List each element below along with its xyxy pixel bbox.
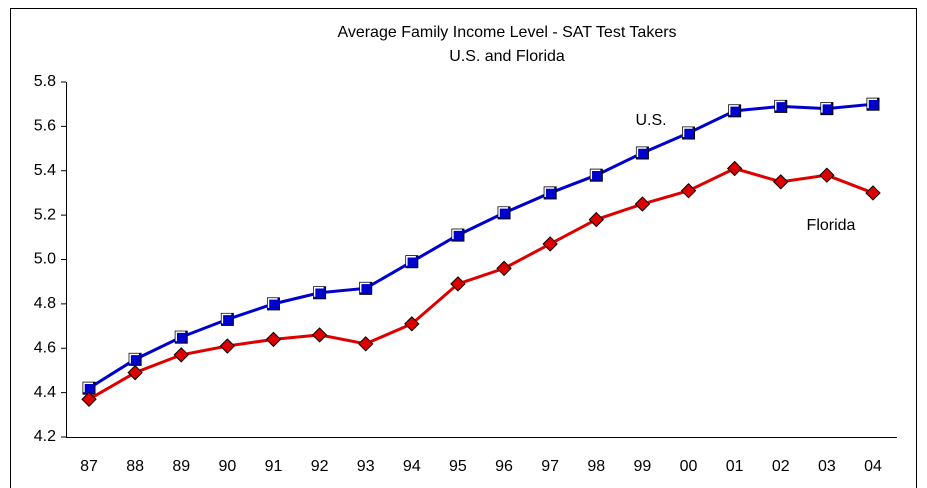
marker: [405, 255, 419, 269]
marker: [496, 260, 512, 277]
marker: [542, 236, 558, 252]
x-tick-label: 94: [403, 458, 421, 475]
marker: [450, 276, 466, 292]
marker: [774, 99, 788, 113]
chart-title: Average Family Income Level - SAT Test T…: [337, 24, 676, 41]
marker-highlight: [83, 382, 93, 393]
marker: [866, 97, 880, 111]
marker: [728, 104, 742, 118]
marker-highlight: [129, 353, 140, 364]
x-tick-label: 04: [864, 458, 882, 475]
x-tick-label: 98: [587, 458, 605, 475]
x-tick-label: 99: [634, 458, 652, 475]
marker: [173, 347, 189, 363]
series-line: [88, 102, 874, 390]
x-tick-label: 00: [680, 458, 698, 475]
marker: [589, 168, 603, 182]
x-tick-label: 03: [818, 458, 836, 475]
marker: [127, 364, 143, 381]
series-line: [88, 166, 874, 401]
marker-highlight: [682, 127, 693, 138]
marker: [680, 183, 697, 199]
chart-subtitle: U.S. and Florida: [449, 48, 565, 65]
marker: [682, 126, 696, 140]
marker: [819, 167, 835, 183]
marker: [543, 186, 557, 200]
marker: [451, 228, 465, 242]
marker: [311, 327, 328, 343]
marker: [635, 146, 649, 160]
marker-highlight: [544, 187, 555, 197]
marker: [219, 338, 236, 354]
marker-highlight: [821, 102, 831, 113]
series-label: U.S.: [635, 112, 666, 129]
y-tick-label: 4.4: [34, 384, 56, 401]
marker-highlight: [728, 105, 739, 115]
marker: [359, 281, 373, 295]
x-tick-label: 95: [449, 458, 467, 475]
marker: [266, 297, 280, 311]
marker-highlight: [452, 229, 462, 240]
marker: [265, 331, 282, 348]
x-tick-label: 02: [772, 458, 790, 475]
marker-highlight: [406, 255, 416, 266]
x-tick-label: 87: [80, 458, 98, 475]
marker: [588, 211, 605, 228]
marker-highlight: [313, 287, 324, 297]
marker-highlight: [636, 147, 647, 157]
y-tick-label: 5.0: [34, 251, 56, 268]
marker: [634, 196, 651, 212]
marker-highlight: [359, 282, 370, 293]
marker: [81, 391, 97, 407]
y-tick-label: 4.6: [34, 339, 56, 356]
marker: [174, 330, 188, 344]
marker-highlight: [221, 313, 232, 324]
chart-frame: [10, 8, 917, 488]
x-tick-label: 97: [541, 458, 559, 475]
marker-highlight: [175, 331, 186, 342]
x-tick-label: 89: [172, 458, 190, 475]
marker: [313, 286, 327, 300]
marker: [357, 336, 374, 352]
marker: [220, 312, 234, 326]
marker-highlight: [867, 98, 877, 109]
marker-highlight: [775, 100, 785, 111]
marker: [773, 174, 789, 190]
x-tick-label: 92: [311, 458, 329, 475]
y-tick-label: 5.8: [34, 73, 56, 90]
x-tick-label: 96: [495, 458, 513, 475]
y-tick-label: 5.2: [34, 206, 56, 223]
y-tick-label: 5.4: [34, 162, 56, 179]
marker: [865, 185, 881, 201]
y-tick-label: 4.8: [34, 295, 56, 312]
marker-highlight: [267, 298, 278, 308]
marker: [404, 316, 420, 332]
series-label: Florida: [807, 217, 856, 234]
x-tick-label: 88: [126, 458, 144, 475]
x-tick-label: 93: [357, 458, 375, 475]
x-tick-label: 90: [218, 458, 236, 475]
marker: [128, 352, 142, 366]
marker: [820, 102, 834, 116]
x-tick-label: 91: [265, 458, 283, 475]
marker-highlight: [498, 207, 509, 217]
y-tick-label: 5.6: [34, 118, 56, 135]
x-tick-label: 01: [726, 458, 744, 475]
y-tick-label: 4.2: [34, 428, 56, 445]
marker-highlight: [590, 169, 601, 180]
marker: [726, 160, 743, 177]
marker: [497, 206, 511, 220]
